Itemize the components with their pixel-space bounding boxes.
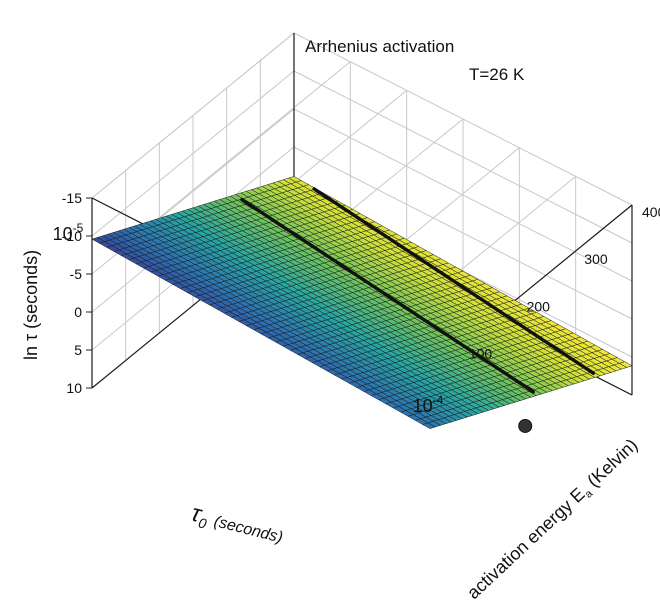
x-axis-label: τ0 (seconds) [188, 500, 286, 551]
z-tick-label: 10 [66, 380, 82, 396]
z-tick-label: 5 [74, 342, 82, 358]
contour-line [312, 187, 596, 375]
x-axis-label-unit: (seconds) [212, 513, 284, 546]
surface-mesh [91, 176, 633, 429]
y-axis-label: activation energy Ea(Kelvin) [463, 435, 643, 603]
grid-line-z [91, 32, 633, 206]
z-tick-label: -5 [70, 266, 83, 282]
surface-cell [422, 422, 436, 429]
chart-title: Arrhenius activation [305, 37, 454, 56]
y-axis-label-unit: (Kelvin) [583, 435, 641, 491]
marker-layer [518, 418, 533, 433]
y-tick-label: 400 [642, 204, 660, 220]
z-tick-label: -10 [62, 228, 82, 244]
y-tick-label: 300 [584, 251, 608, 267]
x-tick-label: 10-5 [53, 221, 84, 244]
tick-labels: 10 5 0 -5 -10 -15 100 200 300 400 10-4 10-5 [53, 190, 660, 416]
z-axis-label: ln τ (seconds) [21, 250, 41, 360]
z-tick-label: 0 [74, 304, 82, 320]
contour-lines [240, 187, 596, 394]
x-tick-label: 10-4 [413, 393, 444, 416]
y-tick-label: 200 [527, 298, 551, 314]
y-axis-label-main: activation energy E [463, 484, 589, 603]
x-axis-label-sub: 0 [197, 514, 209, 531]
contour-line [240, 197, 535, 394]
data-point-marker [518, 418, 533, 433]
grid-line-floor [148, 61, 351, 228]
z-tick-label: -15 [62, 190, 82, 206]
y-tick-label: 100 [469, 345, 493, 361]
grid-line-floor [91, 32, 295, 199]
chart-subtitle: T=26 K [469, 65, 525, 84]
